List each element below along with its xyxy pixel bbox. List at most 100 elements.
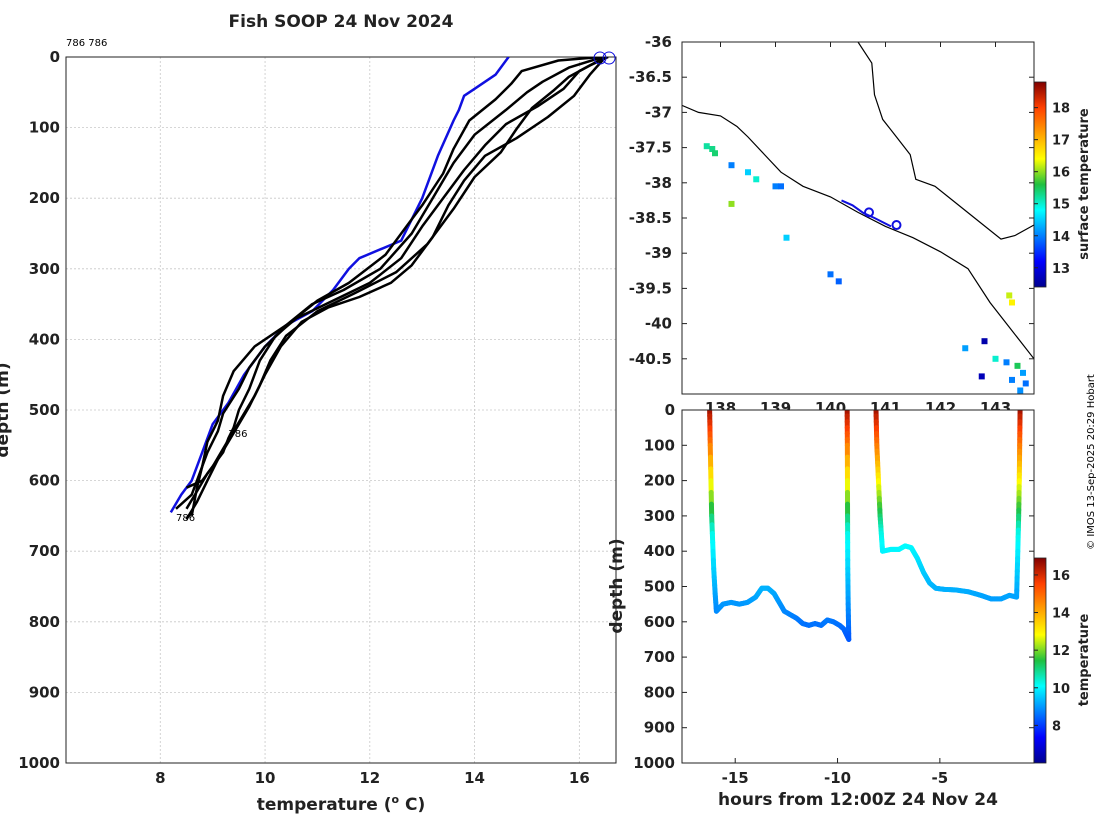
- timeseries-colorbar-label: temperature: [1077, 614, 1092, 707]
- timeseries-y-tick-label: 800: [644, 683, 675, 701]
- profile-start-marker: [593, 51, 607, 65]
- profile-series-cast-1: [175, 57, 601, 510]
- profile-x-tick-label: 12: [359, 769, 380, 787]
- timeseries-colorbar-tick-label: 14: [1052, 607, 1070, 622]
- map-y-tick-label: -39.5: [629, 279, 672, 297]
- map-y-tick-label: -38.5: [629, 209, 672, 227]
- map-sst-pixel: [1006, 292, 1013, 299]
- profile-y-tick-label: 500: [29, 401, 60, 419]
- profile-y-axis-label: depth (m): [0, 362, 13, 457]
- map-colorbar-tick-label: 18: [1052, 102, 1070, 117]
- map-sst-pixel: [1003, 359, 1010, 366]
- map-sst-pixel: [1009, 376, 1015, 383]
- map-sst-pixel: [835, 278, 842, 285]
- map-y-tick-label: -37.5: [629, 139, 672, 157]
- map-sst-pixel: [753, 176, 760, 183]
- map-station-marker: [864, 207, 874, 218]
- profile-start-marker: [602, 51, 616, 65]
- map-y-tick-label: -38: [645, 174, 672, 192]
- profile-axes-box: [65, 56, 617, 764]
- timeseries-y-tick-label: 600: [644, 613, 675, 631]
- profile-x-label-degree: o: [392, 793, 400, 806]
- map-y-tick-label: -36: [645, 33, 672, 51]
- figure-title: Fish SOOP 24 Nov 2024: [229, 12, 454, 32]
- map-y-tick-label: -37: [645, 103, 672, 121]
- profile-y-tick-label: 600: [29, 472, 60, 490]
- profile-y-tick-label: 900: [29, 683, 60, 701]
- map-sst-pixel: [827, 271, 834, 278]
- timeseries-y-tick-label: 100: [644, 436, 675, 454]
- credit-text: © IMOS 13-Sep-2025 20:29 Hobart: [1086, 374, 1097, 550]
- map-y-tick-label: -39: [645, 244, 672, 262]
- profile-series-cast-3: [185, 57, 607, 510]
- profile-y-tick-label: 400: [29, 330, 60, 348]
- map-sst-pixel: [962, 345, 969, 352]
- map-y-tick-label: -36.5: [629, 68, 672, 86]
- map-background: [682, 42, 1034, 394]
- map-sst-pixel: [978, 373, 985, 380]
- map-chart: -36 -36.5 -37 -37.5 -38 -38.5 -39 -39.5 -40 -40.5…: [629, 33, 1092, 417]
- timeseries-colorbar-tick-label: 16: [1052, 569, 1070, 584]
- profile-y-tick-label: 1000: [18, 754, 60, 772]
- map-colorbar-tick-label: 17: [1052, 134, 1070, 149]
- map-colorbar-tick-label: 15: [1052, 198, 1070, 213]
- timeseries-y-tick-label: 700: [644, 648, 675, 666]
- timeseries-x-tick-label: -5: [932, 769, 949, 787]
- map-sst-pixel: [1009, 299, 1015, 306]
- map-sst-pixel: [728, 162, 735, 169]
- map-colorbar: [1033, 81, 1047, 288]
- map-sst-pixel: [703, 143, 710, 150]
- map-colorbar-tick-label: 13: [1052, 262, 1070, 277]
- timeseries-y-tick-label: 500: [644, 578, 675, 596]
- profile-x-tick-label: 10: [255, 769, 276, 787]
- timeseries-x-tick-label: -15: [722, 769, 749, 787]
- profile-y-tick-label: 700: [29, 542, 60, 560]
- timeseries-x-axis-label: hours from 12:00Z 24 Nov 24: [718, 790, 998, 810]
- profile-x-tick-label: 16: [569, 769, 590, 787]
- profile-y-tick-label: 200: [29, 189, 60, 207]
- timeseries-y-tick-label: 900: [644, 719, 675, 737]
- map-sst-pixel: [709, 146, 716, 153]
- map-colorbar-label: surface temperature: [1077, 108, 1092, 260]
- map-sst-pixel: [1020, 369, 1026, 376]
- profile-y-tick-label: 0: [50, 48, 60, 66]
- profile-series-cast-5: [185, 57, 609, 521]
- profile-x-label-part-1: temperature (: [257, 795, 392, 815]
- map-y-tick-label: -40.5: [629, 350, 672, 368]
- profile-chart: 8 10 12 14 16 0 100 200 300 400 500 600 700 800 900 100…: [0, 38, 617, 815]
- map-colorbar-tick-label: 16: [1052, 166, 1070, 181]
- map-sst-pixel: [772, 183, 779, 190]
- profile-x-tick-label: 14: [464, 769, 485, 787]
- map-coastline: [682, 104, 1034, 360]
- timeseries-y-tick-label: 1000: [633, 754, 675, 772]
- timeseries-y-tick-label: 300: [644, 507, 675, 525]
- map-sst-pixel: [712, 150, 718, 157]
- profile-series-cast-2: [190, 57, 604, 517]
- profile-y-tick-label: 100: [29, 119, 60, 137]
- profile-x-tick-label: 8: [155, 769, 165, 787]
- map-sst-pixel: [1022, 380, 1029, 387]
- timeseries-y-tick-label: 0: [665, 401, 675, 419]
- timeseries-bottom-segment: [845, 635, 852, 642]
- map-sst-pixel: [745, 169, 751, 176]
- timeseries-y-axis-label: depth (m): [607, 538, 627, 633]
- profile-annotation: 786: [176, 513, 195, 524]
- timeseries-x-tick-label: -10: [824, 769, 851, 787]
- profile-y-tick-label: 800: [29, 613, 60, 631]
- map-y-tick-label: -40: [645, 315, 672, 333]
- map-sst-pixel: [1014, 362, 1021, 369]
- map-sst-pixel: [783, 234, 790, 241]
- timeseries-background: [682, 410, 1034, 763]
- map-sst-pixel: [778, 183, 784, 190]
- map-sst-pixel: [728, 200, 735, 207]
- timeseries-colorbar-tick-label: 10: [1052, 682, 1070, 697]
- map-coastline: [857, 42, 1034, 240]
- profile-x-axis-label: temperature (o C): [257, 793, 426, 815]
- timeseries-y-tick-label: 200: [644, 472, 675, 490]
- map-sst-pixel: [981, 338, 988, 345]
- profile-annotation: 786: [228, 429, 247, 440]
- map-station-marker: [891, 220, 902, 231]
- timeseries-colorbar-tick-label: 12: [1052, 644, 1070, 659]
- profile-y-tick-label: 300: [29, 260, 60, 278]
